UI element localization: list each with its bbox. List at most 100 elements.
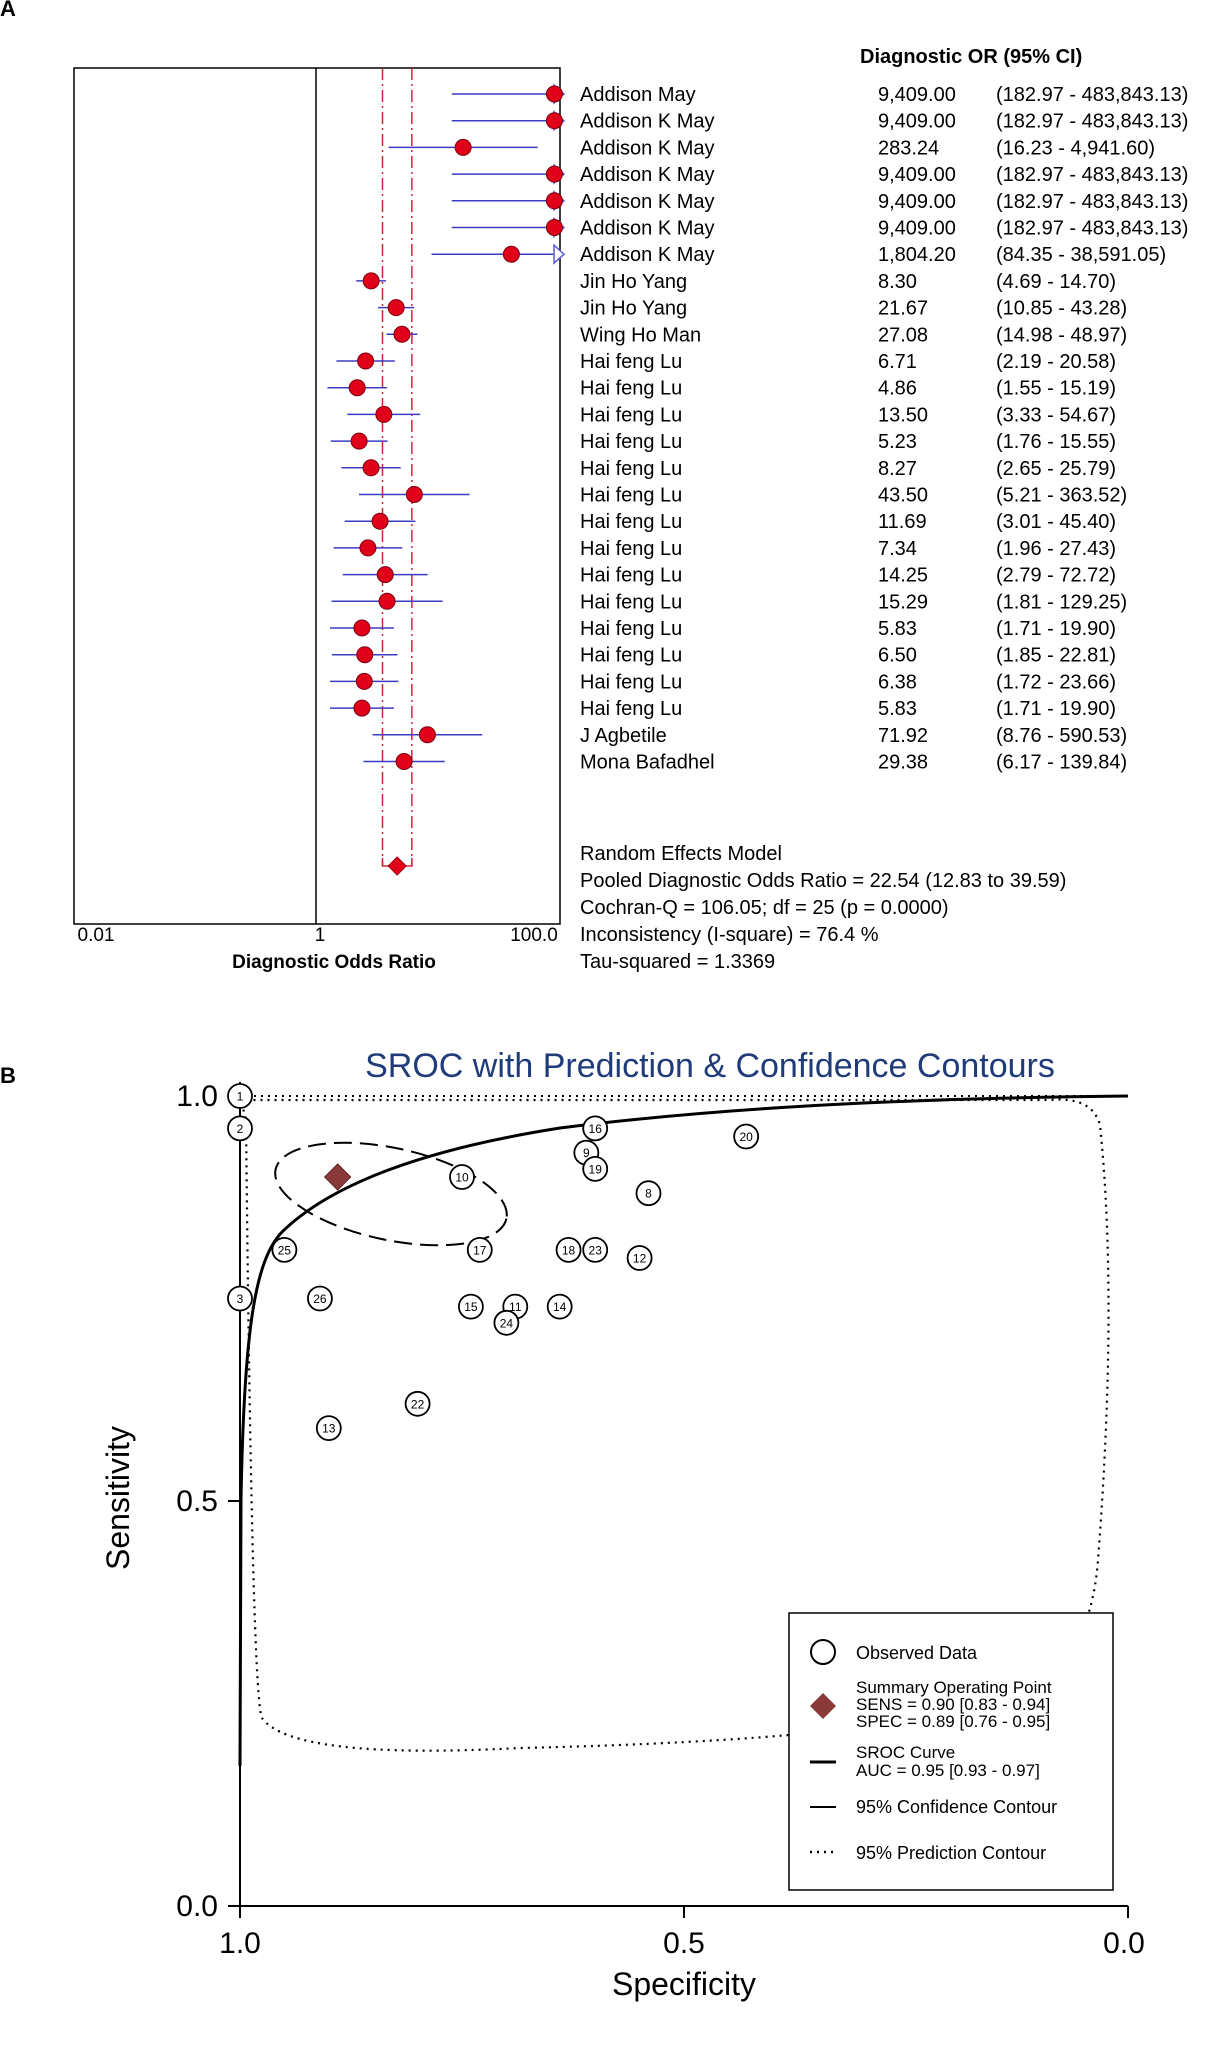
- study-or: 6.50: [878, 645, 917, 667]
- study-ci: (182.97 - 483,843.13): [996, 84, 1188, 106]
- study-or: 4.86: [878, 378, 917, 400]
- study-ci: (182.97 - 483,843.13): [996, 191, 1188, 213]
- study-ci: (14.98 - 48.97): [996, 324, 1127, 346]
- sroc-point-label: 18: [562, 1243, 576, 1257]
- sroc-point: 12: [626, 1245, 653, 1271]
- sroc-point: 1: [227, 1083, 253, 1109]
- forest-row: Hai feng Lu 5.23 (1.76 - 15.55): [330, 431, 1116, 453]
- forest-rows: Addison May 9,409.00 (182.97 - 483,843.13)…: [327, 83, 1188, 774]
- study-point: [395, 753, 413, 770]
- legend-conf-label: 95% Confidence Contour: [856, 1797, 1057, 1817]
- sroc-point-label: 14: [553, 1300, 567, 1314]
- study-name: Hai feng Lu: [580, 485, 682, 507]
- sroc-confidence-contour: [274, 1141, 508, 1247]
- study-point: [545, 85, 563, 103]
- forest-row: Hai feng Lu 15.29 (1.81 - 129.25): [331, 591, 1127, 613]
- sroc-point: 18: [555, 1237, 582, 1263]
- sroc-legend-box: [788, 1612, 1114, 1891]
- sroc-point-label: 11: [509, 1300, 522, 1314]
- sroc-point: 23: [582, 1237, 609, 1263]
- forest-row: Addison K May 1,804.20 (84.35 - 38,591.05): [431, 243, 1166, 266]
- sroc-point: 24: [493, 1309, 520, 1336]
- forest-x-tick-1: 1: [315, 925, 326, 946]
- study-or: 7.34: [878, 538, 917, 560]
- study-name: Jin Ho Yang: [580, 298, 687, 320]
- study-name: Addison K May: [580, 218, 715, 240]
- study-name: Hai feng Lu: [580, 591, 682, 613]
- sroc-point: 8: [635, 1180, 662, 1207]
- sroc-legend: Observed Data Summary Operating Point SE…: [788, 1612, 1114, 1891]
- study-ci: (6.17 - 139.84): [996, 752, 1127, 774]
- legend-sop-title: Summary Operating Point: [856, 1678, 1052, 1697]
- study-ci: (1.71 - 19.90): [996, 618, 1116, 640]
- study-point: [393, 325, 411, 343]
- study-name: Hai feng Lu: [580, 565, 682, 587]
- sroc-point-circle: [449, 1164, 475, 1190]
- sroc-axes: 1.0 0.5 0.0 1.0 0.5 0.0 Specificity Sens…: [100, 1080, 1145, 2002]
- study-name: Addison K May: [580, 164, 715, 186]
- study-point: [545, 165, 563, 183]
- study-or: 43.50: [878, 485, 928, 507]
- sroc-point-label: 15: [464, 1300, 478, 1314]
- study-name: Hai feng Lu: [580, 511, 682, 533]
- study-ci: (182.97 - 483,843.13): [996, 164, 1188, 186]
- forest-row: Mona Bafadhel 29.38 (6.17 - 139.84): [363, 752, 1127, 774]
- sroc-point-label: 24: [500, 1316, 514, 1330]
- study-ci: (4.69 - 14.70): [996, 271, 1116, 293]
- study-or: 5.83: [878, 618, 917, 640]
- sroc-point-label: 20: [739, 1130, 753, 1144]
- forest-row: Addison May 9,409.00 (182.97 - 483,843.13): [451, 83, 1188, 106]
- sroc-summary-point: [323, 1163, 352, 1191]
- study-point: [502, 245, 520, 263]
- sroc-point: 15: [457, 1293, 484, 1320]
- sroc-point-label: 17: [473, 1243, 487, 1257]
- sroc-y-tick-label-1: 1.0: [176, 1080, 218, 1113]
- sroc-point: 17: [466, 1237, 493, 1263]
- forest-summary-line-3: Inconsistency (I-square) = 76.4 %: [580, 924, 879, 946]
- sroc-point: 22: [404, 1390, 431, 1417]
- sroc-point: 10: [449, 1164, 475, 1190]
- study-or: 9,409.00: [878, 218, 956, 240]
- sroc-title: SROC with Prediction & Confidence Contou…: [365, 1047, 1055, 1085]
- forest-plot-frame: [73, 67, 561, 925]
- forest-row: Jin Ho Yang 21.67 (10.85 - 43.28): [378, 298, 1127, 320]
- study-or: 5.23: [878, 431, 917, 453]
- study-or: 9,409.00: [878, 111, 956, 133]
- sroc-point-circle: [466, 1237, 493, 1263]
- study-name: Addison K May: [580, 111, 715, 133]
- forest-row: Hai feng Lu 14.25 (2.79 - 72.72): [342, 565, 1116, 587]
- sroc-point-circle: [733, 1123, 760, 1150]
- study-ci: (1.85 - 22.81): [996, 645, 1116, 667]
- study-ci: (84.35 - 38,591.05): [996, 244, 1166, 266]
- study-point: [545, 219, 563, 236]
- panel-b: B SROC with Prediction & Confidence Cont…: [0, 1047, 1145, 2002]
- study-or: 6.71: [878, 351, 917, 373]
- study-or: 9,409.00: [878, 164, 956, 186]
- study-point: [350, 432, 368, 450]
- study-name: Hai feng Lu: [580, 671, 682, 693]
- legend-sop-marker: [810, 1693, 836, 1719]
- study-name: Hai feng Lu: [580, 431, 682, 453]
- sroc-point-label: 9: [583, 1146, 590, 1160]
- forest-row: Addison K May 9,409.00 (182.97 - 483,843.1…: [451, 190, 1188, 213]
- sroc-point-circle: [227, 1083, 253, 1109]
- study-name: Hai feng Lu: [580, 458, 682, 480]
- study-point: [355, 672, 373, 690]
- forest-row: Hai feng Lu 7.34 (1.96 - 27.43): [333, 538, 1116, 560]
- forest-row: Hai feng Lu 6.71 (2.19 - 20.58): [336, 351, 1116, 373]
- study-ci: (1.72 - 23.66): [996, 671, 1116, 693]
- forest-row: Addison K May 9,409.00 (182.97 - 483,843.1…: [451, 216, 1188, 240]
- study-point: [353, 619, 371, 637]
- forest-summary: Random Effects Model Pooled Diagnostic O…: [580, 843, 1066, 973]
- sroc-point-label: 16: [589, 1122, 603, 1136]
- study-or: 1,804.20: [878, 244, 956, 266]
- sroc-x-axis-label: Specificity: [612, 1966, 756, 2002]
- study-ci: (1.76 - 15.55): [996, 431, 1116, 453]
- panel-b-label: B: [0, 1063, 16, 1088]
- study-point: [387, 299, 405, 317]
- sroc-point-label: 23: [589, 1243, 603, 1257]
- sroc-point-circle: [582, 1156, 609, 1182]
- study-point: [357, 352, 375, 370]
- sroc-point-circle: [635, 1180, 662, 1207]
